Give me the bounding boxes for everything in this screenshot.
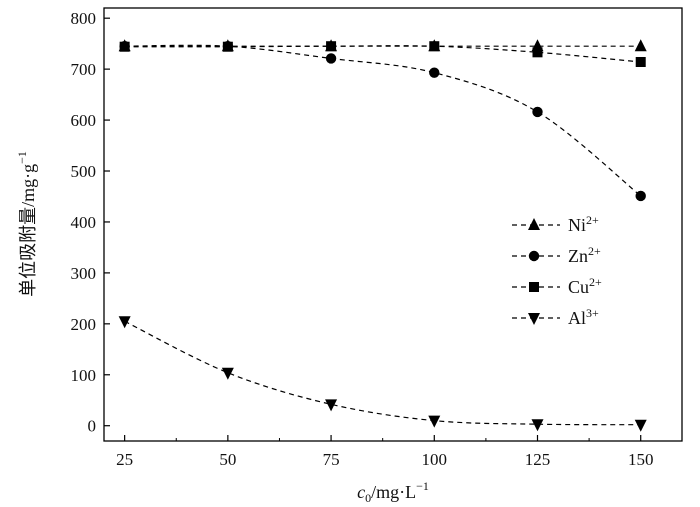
data-point	[531, 419, 544, 432]
plot-frame	[103, 7, 683, 442]
legend-label: Ni2+	[568, 213, 599, 235]
x-axis-label: c0/mg·L−1	[357, 479, 429, 505]
y-tick-label: 300	[71, 264, 97, 283]
legend-label: Cu2+	[568, 275, 602, 297]
legend-marker	[529, 282, 539, 292]
y-tick-label: 0	[88, 417, 97, 436]
data-point	[221, 367, 234, 380]
series-zn	[119, 41, 646, 202]
data-point	[325, 399, 338, 412]
data-point	[429, 41, 440, 52]
y-axis-label: 单位吸附量/mg·g−1	[15, 151, 38, 297]
legend-label: Zn2+	[568, 244, 601, 266]
x-tick-label: 25	[116, 450, 133, 469]
y-tick-label: 100	[71, 366, 97, 385]
x-tick-label: 50	[219, 450, 236, 469]
y-tick-label: 700	[71, 60, 97, 79]
legend-marker	[528, 250, 540, 262]
y-tick-label: 200	[71, 315, 97, 334]
data-point	[532, 47, 543, 58]
series-line	[124, 320, 641, 426]
axis-ticks: 25 50 75 100 125 150 0 100 200 300 400 500 600 700 800	[71, 9, 654, 469]
data-point	[635, 190, 646, 202]
series-al	[118, 316, 647, 432]
data-point	[119, 41, 130, 52]
legend-item-zn: Zn2+	[512, 244, 601, 266]
x-tick-label: 75	[323, 450, 340, 469]
y-tick-label: 400	[71, 213, 97, 232]
series-cu	[119, 41, 646, 67]
data-point	[635, 56, 646, 67]
legend-item-ni: Ni2+	[512, 213, 599, 235]
data-point	[634, 419, 647, 432]
series-layer	[118, 39, 647, 432]
legend-marker	[528, 218, 540, 230]
y-tick-label: 800	[71, 9, 97, 28]
y-tick-label: 600	[71, 111, 97, 130]
data-point	[222, 41, 233, 52]
y-tick-label: 500	[71, 162, 97, 181]
legend-marker	[528, 313, 540, 325]
series-line	[124, 45, 641, 63]
legend-item-al: Al3+	[512, 306, 599, 328]
x-tick-label: 125	[525, 450, 551, 469]
data-point	[325, 53, 337, 64]
data-point	[428, 415, 441, 428]
x-tick-label: 150	[628, 450, 654, 469]
series-line	[124, 44, 642, 197]
legend-label: Al3+	[568, 306, 599, 328]
data-point	[532, 106, 543, 118]
data-point	[634, 39, 647, 52]
data-point	[118, 316, 131, 329]
data-point	[429, 67, 440, 78]
data-point	[326, 41, 337, 52]
legend: Ni2+ Zn2+ Cu2+ Al3+	[512, 213, 602, 328]
legend-item-cu: Cu2+	[512, 275, 602, 297]
x-tick-label: 100	[422, 450, 448, 469]
